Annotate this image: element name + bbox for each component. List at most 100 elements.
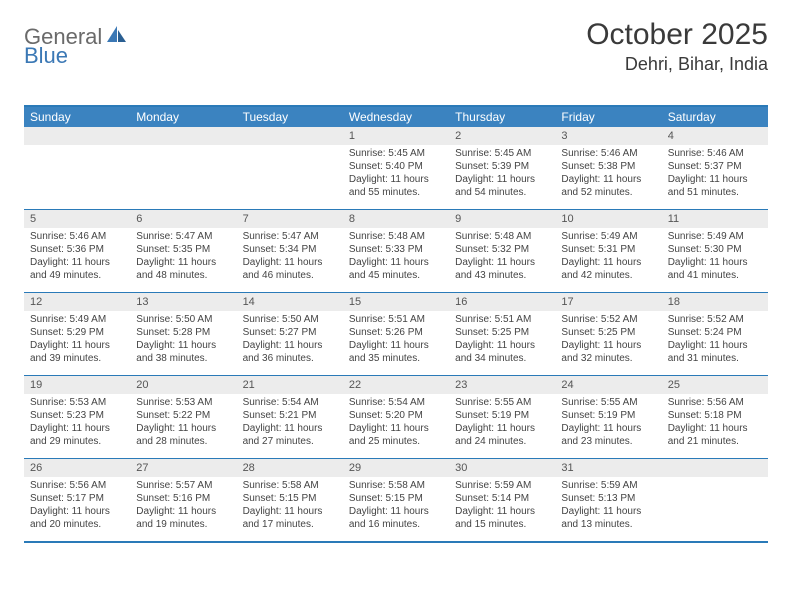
- sun-info-line: Daylight: 11 hours and 19 minutes.: [136, 505, 230, 531]
- sun-info-line: Daylight: 11 hours and 17 minutes.: [243, 505, 337, 531]
- cell-body: Sunrise: 5:54 AMSunset: 5:21 PMDaylight:…: [237, 394, 343, 452]
- cell-body: [130, 145, 236, 151]
- day-header-fri: Friday: [555, 107, 661, 127]
- sun-info-line: Daylight: 11 hours and 35 minutes.: [349, 339, 443, 365]
- calendar-cell: 13Sunrise: 5:50 AMSunset: 5:28 PMDayligh…: [130, 293, 236, 375]
- sun-info-line: Sunrise: 5:49 AM: [668, 230, 762, 243]
- calendar-cell: 29Sunrise: 5:58 AMSunset: 5:15 PMDayligh…: [343, 459, 449, 541]
- calendar-cell: 18Sunrise: 5:52 AMSunset: 5:24 PMDayligh…: [662, 293, 768, 375]
- sun-info-line: Daylight: 11 hours and 45 minutes.: [349, 256, 443, 282]
- sun-info-line: Daylight: 11 hours and 43 minutes.: [455, 256, 549, 282]
- cell-body: Sunrise: 5:52 AMSunset: 5:25 PMDaylight:…: [555, 311, 661, 369]
- cell-body: Sunrise: 5:48 AMSunset: 5:33 PMDaylight:…: [343, 228, 449, 286]
- sun-info-line: Sunset: 5:26 PM: [349, 326, 443, 339]
- day-number: 12: [24, 293, 130, 311]
- sun-info-line: Sunrise: 5:56 AM: [668, 396, 762, 409]
- sun-info-line: Sunset: 5:19 PM: [561, 409, 655, 422]
- cell-body: Sunrise: 5:45 AMSunset: 5:39 PMDaylight:…: [449, 145, 555, 203]
- day-number: 18: [662, 293, 768, 311]
- day-number: 2: [449, 127, 555, 145]
- sun-info-line: Daylight: 11 hours and 48 minutes.: [136, 256, 230, 282]
- cell-body: Sunrise: 5:51 AMSunset: 5:26 PMDaylight:…: [343, 311, 449, 369]
- calendar-cell: 11Sunrise: 5:49 AMSunset: 5:30 PMDayligh…: [662, 210, 768, 292]
- day-number: 28: [237, 459, 343, 477]
- sun-info-line: Sunset: 5:29 PM: [30, 326, 124, 339]
- sun-info-line: Sunset: 5:38 PM: [561, 160, 655, 173]
- cell-body: Sunrise: 5:51 AMSunset: 5:25 PMDaylight:…: [449, 311, 555, 369]
- cell-body: Sunrise: 5:53 AMSunset: 5:23 PMDaylight:…: [24, 394, 130, 452]
- sun-info-line: Daylight: 11 hours and 25 minutes.: [349, 422, 443, 448]
- sun-info-line: Sunrise: 5:56 AM: [30, 479, 124, 492]
- sun-info-line: Daylight: 11 hours and 52 minutes.: [561, 173, 655, 199]
- day-number: [237, 127, 343, 145]
- sun-info-line: Daylight: 11 hours and 34 minutes.: [455, 339, 549, 365]
- cell-body: Sunrise: 5:55 AMSunset: 5:19 PMDaylight:…: [449, 394, 555, 452]
- day-number: 14: [237, 293, 343, 311]
- day-number: 25: [662, 376, 768, 394]
- calendar-cell: 19Sunrise: 5:53 AMSunset: 5:23 PMDayligh…: [24, 376, 130, 458]
- sun-info-line: Sunset: 5:27 PM: [243, 326, 337, 339]
- sun-info-line: Sunrise: 5:48 AM: [455, 230, 549, 243]
- calendar-cell: 12Sunrise: 5:49 AMSunset: 5:29 PMDayligh…: [24, 293, 130, 375]
- sun-info-line: Sunset: 5:21 PM: [243, 409, 337, 422]
- day-number: 7: [237, 210, 343, 228]
- calendar-cell: 8Sunrise: 5:48 AMSunset: 5:33 PMDaylight…: [343, 210, 449, 292]
- cell-body: Sunrise: 5:46 AMSunset: 5:38 PMDaylight:…: [555, 145, 661, 203]
- cell-body: [237, 145, 343, 151]
- cell-body: Sunrise: 5:50 AMSunset: 5:28 PMDaylight:…: [130, 311, 236, 369]
- cell-body: Sunrise: 5:59 AMSunset: 5:14 PMDaylight:…: [449, 477, 555, 535]
- month-title: October 2025: [586, 18, 768, 52]
- day-number: 15: [343, 293, 449, 311]
- day-number: 29: [343, 459, 449, 477]
- cell-body: Sunrise: 5:46 AMSunset: 5:37 PMDaylight:…: [662, 145, 768, 203]
- day-header-sun: Sunday: [24, 107, 130, 127]
- sun-info-line: Sunset: 5:14 PM: [455, 492, 549, 505]
- cell-body: Sunrise: 5:54 AMSunset: 5:20 PMDaylight:…: [343, 394, 449, 452]
- title-block: October 2025 Dehri, Bihar, India: [586, 18, 768, 75]
- day-header-sat: Saturday: [662, 107, 768, 127]
- sun-info-line: Sunset: 5:40 PM: [349, 160, 443, 173]
- sun-info-line: Sunrise: 5:46 AM: [668, 147, 762, 160]
- sun-info-line: Sunrise: 5:53 AM: [136, 396, 230, 409]
- day-header-wed: Wednesday: [343, 107, 449, 127]
- sun-info-line: Daylight: 11 hours and 41 minutes.: [668, 256, 762, 282]
- sun-info-line: Sunrise: 5:55 AM: [455, 396, 549, 409]
- sun-info-line: Daylight: 11 hours and 28 minutes.: [136, 422, 230, 448]
- day-number: 27: [130, 459, 236, 477]
- sun-info-line: Sunset: 5:39 PM: [455, 160, 549, 173]
- calendar-cell: 5Sunrise: 5:46 AMSunset: 5:36 PMDaylight…: [24, 210, 130, 292]
- calendar-cell: 14Sunrise: 5:50 AMSunset: 5:27 PMDayligh…: [237, 293, 343, 375]
- day-number: 22: [343, 376, 449, 394]
- sun-info-line: Sunrise: 5:47 AM: [136, 230, 230, 243]
- sun-info-line: Sunrise: 5:57 AM: [136, 479, 230, 492]
- calendar-cell: 27Sunrise: 5:57 AMSunset: 5:16 PMDayligh…: [130, 459, 236, 541]
- day-number: 16: [449, 293, 555, 311]
- cell-body: Sunrise: 5:45 AMSunset: 5:40 PMDaylight:…: [343, 145, 449, 203]
- day-number: 1: [343, 127, 449, 145]
- sun-info-line: Sunrise: 5:45 AM: [455, 147, 549, 160]
- calendar-cell: 1Sunrise: 5:45 AMSunset: 5:40 PMDaylight…: [343, 127, 449, 209]
- sun-info-line: Sunset: 5:34 PM: [243, 243, 337, 256]
- sun-info-line: Sunrise: 5:48 AM: [349, 230, 443, 243]
- day-number: [662, 459, 768, 477]
- sun-info-line: Daylight: 11 hours and 55 minutes.: [349, 173, 443, 199]
- sun-info-line: Daylight: 11 hours and 15 minutes.: [455, 505, 549, 531]
- sun-info-line: Sunset: 5:24 PM: [668, 326, 762, 339]
- day-header-tue: Tuesday: [237, 107, 343, 127]
- sun-info-line: Sunset: 5:22 PM: [136, 409, 230, 422]
- sun-info-line: Daylight: 11 hours and 42 minutes.: [561, 256, 655, 282]
- cell-body: Sunrise: 5:49 AMSunset: 5:31 PMDaylight:…: [555, 228, 661, 286]
- sun-info-line: Sunrise: 5:51 AM: [349, 313, 443, 326]
- sun-info-line: Sunrise: 5:58 AM: [243, 479, 337, 492]
- day-number: [130, 127, 236, 145]
- sun-info-line: Sunrise: 5:46 AM: [30, 230, 124, 243]
- sun-info-line: Sunset: 5:36 PM: [30, 243, 124, 256]
- sail-icon: [106, 25, 128, 48]
- sun-info-line: Daylight: 11 hours and 31 minutes.: [668, 339, 762, 365]
- cell-body: Sunrise: 5:47 AMSunset: 5:34 PMDaylight:…: [237, 228, 343, 286]
- cell-body: Sunrise: 5:53 AMSunset: 5:22 PMDaylight:…: [130, 394, 236, 452]
- day-number: 31: [555, 459, 661, 477]
- cell-body: Sunrise: 5:59 AMSunset: 5:13 PMDaylight:…: [555, 477, 661, 535]
- sun-info-line: Sunset: 5:20 PM: [349, 409, 443, 422]
- calendar-cell: [130, 127, 236, 209]
